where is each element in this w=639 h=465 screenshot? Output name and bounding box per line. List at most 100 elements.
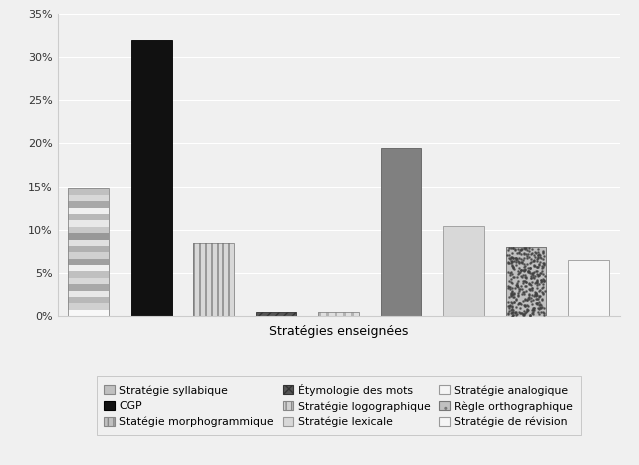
Bar <box>68 265 109 272</box>
Point <box>534 311 544 318</box>
Point <box>512 291 523 299</box>
Point <box>539 260 549 267</box>
Point <box>527 259 537 266</box>
Bar <box>68 227 109 233</box>
Bar <box>68 233 109 239</box>
Point <box>510 309 520 316</box>
Point <box>537 262 547 269</box>
Point <box>516 245 527 252</box>
Point <box>513 289 523 296</box>
Point <box>520 309 530 317</box>
Point <box>511 254 521 262</box>
Point <box>514 299 524 306</box>
Point <box>534 301 544 309</box>
Point <box>516 251 526 258</box>
Point <box>504 283 514 291</box>
Point <box>516 272 526 279</box>
Point <box>522 296 532 304</box>
Point <box>525 280 535 288</box>
Point <box>521 251 531 258</box>
Point <box>531 292 541 300</box>
Point <box>538 247 548 254</box>
Point <box>524 269 534 276</box>
Point <box>530 299 541 306</box>
Point <box>509 309 520 317</box>
Point <box>521 274 531 282</box>
Point <box>512 273 523 281</box>
Point <box>536 302 546 309</box>
Bar <box>68 304 109 310</box>
Point <box>525 264 535 272</box>
Point <box>527 269 537 277</box>
Point <box>507 291 517 299</box>
Point <box>527 279 537 286</box>
Point <box>514 270 524 277</box>
Point <box>520 271 530 279</box>
Point <box>518 280 528 287</box>
Point <box>506 257 516 265</box>
Point <box>535 253 545 261</box>
Point <box>520 283 530 290</box>
Point <box>508 291 518 298</box>
Point <box>528 304 538 312</box>
Point <box>516 259 526 266</box>
Point <box>519 264 529 271</box>
Point <box>504 303 514 310</box>
Point <box>507 263 518 270</box>
Point <box>534 271 544 279</box>
Point <box>522 306 532 314</box>
Point <box>537 268 548 275</box>
Point <box>519 249 529 257</box>
Point <box>521 252 532 260</box>
Point <box>508 264 518 272</box>
Point <box>525 259 535 266</box>
Bar <box>68 284 109 291</box>
Bar <box>68 310 109 316</box>
Point <box>527 309 537 317</box>
Point <box>532 255 542 262</box>
Point <box>523 306 534 314</box>
Point <box>535 303 546 310</box>
Point <box>511 281 521 289</box>
Point <box>507 262 517 270</box>
Point <box>514 299 524 307</box>
Point <box>504 269 514 276</box>
Point <box>537 259 548 267</box>
Point <box>502 252 512 259</box>
Point <box>537 304 548 311</box>
Point <box>517 286 527 293</box>
Point <box>519 310 529 318</box>
Point <box>505 285 516 292</box>
Bar <box>228 243 230 316</box>
Point <box>519 260 529 268</box>
Point <box>530 254 540 261</box>
Point <box>530 292 540 299</box>
Point <box>539 278 549 285</box>
Point <box>532 245 543 252</box>
Point <box>520 266 530 273</box>
Point <box>520 245 530 252</box>
Point <box>505 255 516 262</box>
Point <box>519 291 529 298</box>
Point <box>509 298 519 306</box>
Bar <box>217 243 219 316</box>
Point <box>534 293 544 301</box>
Point <box>503 302 513 309</box>
Point <box>538 275 548 283</box>
Point <box>514 254 524 261</box>
Point <box>536 254 546 261</box>
Point <box>523 302 534 310</box>
Point <box>527 286 537 294</box>
Point <box>517 245 527 252</box>
Point <box>507 261 517 268</box>
Point <box>527 269 537 277</box>
Point <box>512 249 522 257</box>
Point <box>513 267 523 275</box>
Point <box>506 306 516 314</box>
Point <box>516 274 527 281</box>
Point <box>532 263 542 271</box>
Bar <box>211 243 213 316</box>
Point <box>505 244 516 252</box>
Point <box>527 284 537 292</box>
Point <box>528 268 539 275</box>
